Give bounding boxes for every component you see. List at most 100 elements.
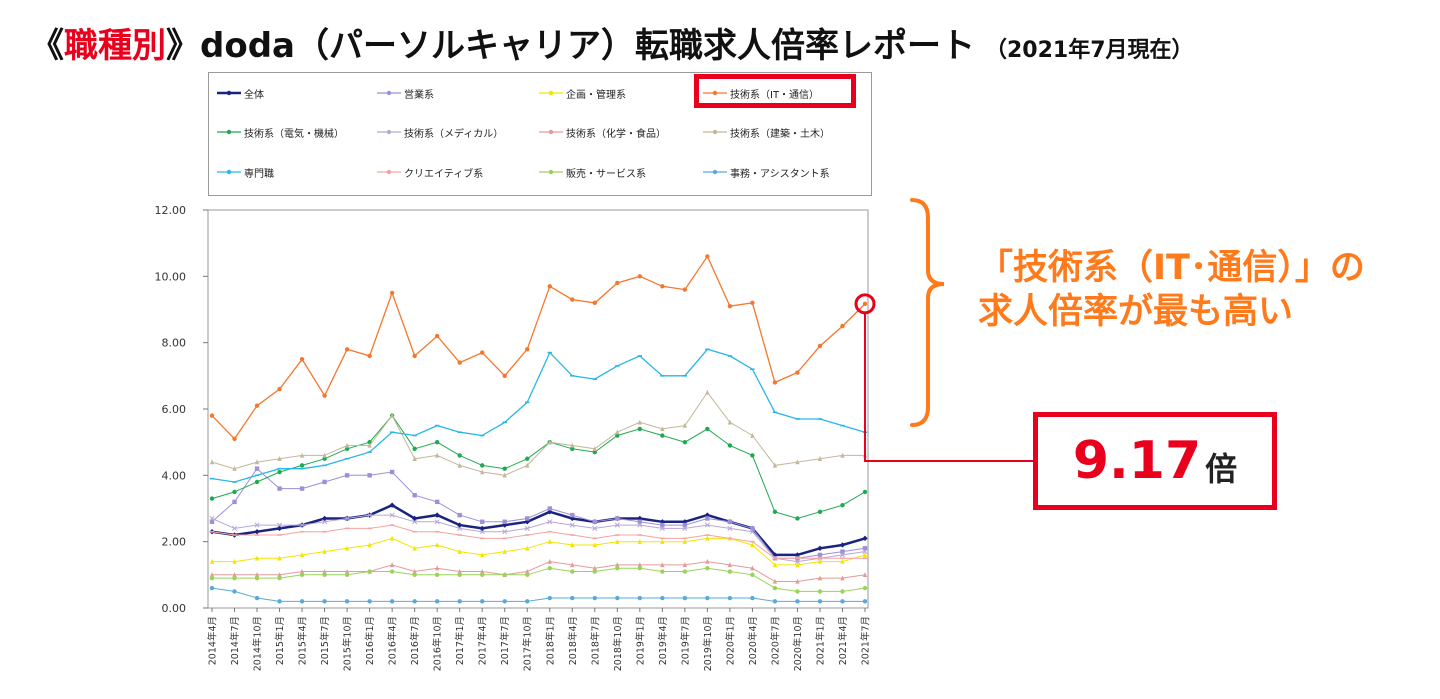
data-point xyxy=(750,595,755,601)
data-point xyxy=(389,290,395,296)
data-point xyxy=(299,530,305,533)
data-point xyxy=(862,552,868,558)
legend-swatch xyxy=(539,169,563,175)
data-point xyxy=(525,456,530,461)
data-point xyxy=(592,449,597,455)
legend-swatch xyxy=(703,90,727,96)
data-point xyxy=(457,462,462,468)
data-point xyxy=(344,568,350,574)
x-tick-label: 2014年10月 xyxy=(252,616,264,671)
data-point xyxy=(547,284,552,289)
data-point xyxy=(344,515,350,522)
callout-text: 「技術系（IT･通信）」の 求人倍率が最も高い xyxy=(978,246,1365,334)
data-point xyxy=(840,558,845,564)
data-point xyxy=(705,595,710,601)
title-main: doda（パーソルキャリア）転職求人倍率レポート xyxy=(200,26,975,66)
data-point xyxy=(277,555,282,561)
data-point xyxy=(592,525,598,531)
data-point xyxy=(840,452,845,458)
data-point xyxy=(862,535,868,542)
data-point xyxy=(592,595,597,601)
data-point xyxy=(614,522,620,528)
series-line xyxy=(211,414,866,520)
data-point xyxy=(412,572,417,578)
data-point xyxy=(209,477,215,480)
data-point xyxy=(705,566,710,571)
data-point xyxy=(434,542,440,548)
highlight-value-number: 9.17 xyxy=(1072,431,1202,491)
data-point xyxy=(457,572,462,578)
data-point xyxy=(637,426,643,432)
data-point xyxy=(637,562,643,568)
callout-brace xyxy=(910,198,945,427)
data-point xyxy=(705,389,710,395)
legend-label: 販売・サービス系 xyxy=(566,168,646,180)
data-point xyxy=(637,566,643,571)
data-point xyxy=(660,426,665,432)
data-point xyxy=(502,537,507,540)
legend-label: 専門職 xyxy=(244,168,274,180)
data-point xyxy=(705,516,710,521)
title-bracket-close: 》 xyxy=(166,26,200,66)
data-point xyxy=(750,300,755,306)
highlight-value-unit: 倍 xyxy=(1205,450,1238,488)
data-point xyxy=(525,462,530,468)
data-point xyxy=(750,432,755,438)
y-tick-label: 2.00 xyxy=(162,536,187,549)
data-point xyxy=(682,595,688,601)
x-tick-label: 2015年10月 xyxy=(342,616,354,671)
data-point xyxy=(389,469,395,475)
data-point xyxy=(344,347,350,352)
legend-label: 全体 xyxy=(244,89,264,101)
data-point xyxy=(615,433,620,438)
data-point xyxy=(794,559,801,565)
legend-label: 技術系（メディカル） xyxy=(404,128,504,140)
data-point xyxy=(254,534,260,536)
x-tick-label: 2017年10月 xyxy=(522,616,534,671)
data-point xyxy=(750,540,755,543)
data-point xyxy=(817,599,823,604)
data-point xyxy=(322,464,327,467)
data-point xyxy=(862,549,868,555)
legend-item: 企画・管理系 xyxy=(539,84,626,102)
data-point xyxy=(637,519,643,524)
data-point xyxy=(389,502,395,508)
legend-item: 技術系（電気・機械） xyxy=(217,123,344,141)
data-point xyxy=(682,562,688,568)
data-point xyxy=(570,542,575,548)
data-point xyxy=(254,459,260,465)
data-point xyxy=(592,300,597,306)
data-point xyxy=(862,546,868,551)
data-point xyxy=(389,412,395,418)
data-point xyxy=(839,552,846,558)
data-point xyxy=(277,386,282,392)
data-point xyxy=(772,380,778,385)
data-point xyxy=(254,529,260,535)
data-point xyxy=(862,599,868,604)
data-point xyxy=(682,287,688,292)
data-point xyxy=(277,486,282,491)
x-tick-label: 2014年4月 xyxy=(207,616,219,665)
data-point xyxy=(299,568,305,574)
data-point xyxy=(817,558,823,564)
data-point xyxy=(615,538,620,544)
data-point xyxy=(480,599,485,604)
data-point xyxy=(502,548,507,554)
data-point xyxy=(502,466,507,471)
data-point xyxy=(637,274,643,279)
data-point xyxy=(862,489,868,495)
data-point xyxy=(344,457,350,460)
data-point xyxy=(389,599,395,604)
legend-item: 事務・アシスタント系 xyxy=(703,163,830,181)
data-point xyxy=(299,486,305,491)
data-point xyxy=(411,515,418,522)
data-point xyxy=(254,474,260,477)
data-point xyxy=(727,562,733,568)
data-point xyxy=(705,254,710,259)
y-tick-label: 12.00 xyxy=(155,204,187,217)
data-point xyxy=(839,542,846,548)
data-point xyxy=(592,537,597,540)
data-point xyxy=(209,575,215,581)
data-point xyxy=(772,562,778,568)
data-point xyxy=(615,595,620,601)
